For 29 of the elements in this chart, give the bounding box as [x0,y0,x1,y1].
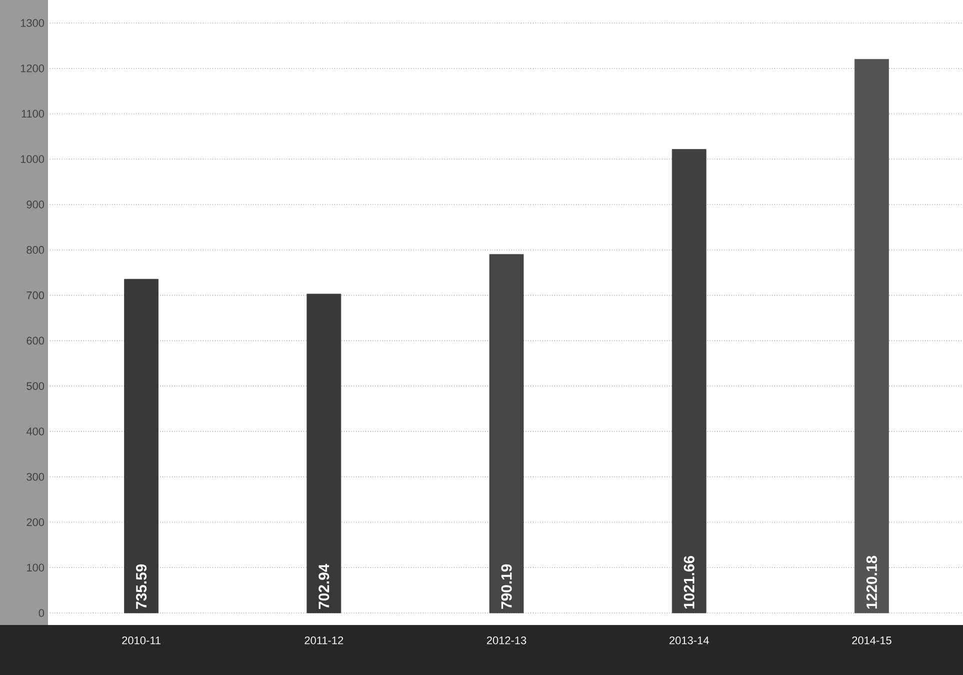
x-tick-label: 2012-13 [486,636,526,644]
x-tick-label: 2011-12 [304,636,344,644]
x-tick-label: 2013-14 [670,636,709,644]
y-tick-label: 100 [27,564,44,572]
y-tick-label: 200 [26,518,44,526]
y-tick-label: 500 [26,382,44,390]
y-tick-label: 800 [26,246,44,254]
y-tick-label: 600 [26,336,44,345]
bar [672,149,706,614]
y-tick-label: 1300 [20,19,44,27]
y-tick-label: 1000 [20,155,44,164]
bar [306,294,342,614]
data-label: 702.94 [318,564,330,609]
data-label: 790.19 [501,564,512,609]
bar [489,254,524,614]
x-tick-label: 2014-15 [852,636,892,644]
data-label: 735.59 [136,564,147,609]
data-label: 1220.18 [866,556,877,609]
bar [124,278,159,614]
y-tick-label: 1200 [20,64,44,72]
y-tick-label: 900 [26,200,44,208]
x-tick-label: 2010-11 [122,636,160,644]
bar [854,59,889,614]
y-tick-label: 700 [26,291,44,300]
y-tick-label: 400 [26,428,44,436]
y-tick-label: 0 [38,609,44,617]
y-tick-label: 300 [26,472,44,481]
data-label: 1021.66 [684,556,694,609]
y-tick-label: 1100 [22,110,44,118]
